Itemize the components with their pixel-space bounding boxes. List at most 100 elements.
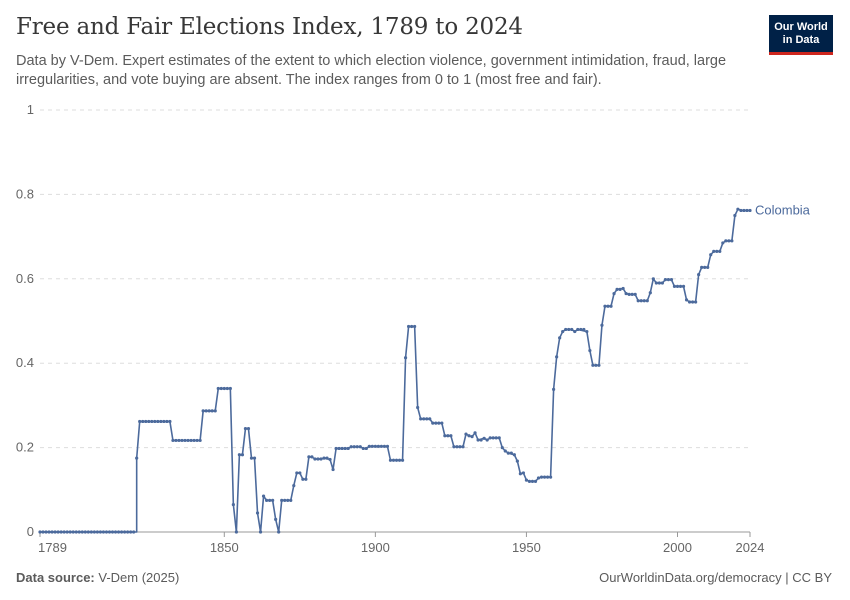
- data-point: [706, 265, 710, 270]
- data-point: [588, 348, 592, 353]
- data-point: [252, 456, 257, 460]
- data-point: [382, 444, 387, 448]
- data-point: [237, 453, 241, 457]
- data-point: [150, 419, 154, 424]
- data-point: [573, 329, 577, 334]
- data-point: [485, 438, 489, 442]
- data-point: [425, 417, 429, 421]
- data-point: [177, 438, 181, 443]
- data-point: [400, 458, 405, 462]
- data-point: [352, 445, 356, 449]
- data-point: [304, 477, 308, 481]
- data-point: [391, 458, 396, 462]
- data-point: [80, 530, 84, 534]
- data-point: [558, 336, 562, 340]
- y-tick-label: 0: [27, 524, 34, 539]
- data-point: [110, 530, 115, 534]
- x-tick-label: 2024: [736, 540, 765, 555]
- data-point: [452, 445, 456, 449]
- series-label-colombia: Colombia: [755, 202, 811, 217]
- series-line-colombia: [40, 208, 750, 533]
- data-point: [68, 530, 72, 534]
- data-point: [675, 284, 680, 288]
- source-label: Data source:: [16, 570, 95, 585]
- data-point: [576, 327, 580, 332]
- tick-layer: 0 0.2 0.4 0.6 0.8 1 1789 1850 1900 1950 2000 2024: [16, 102, 765, 555]
- data-point: [165, 419, 169, 424]
- data-point: [527, 479, 532, 483]
- data-point: [53, 530, 57, 534]
- logo-line-2: in Data: [782, 33, 820, 46]
- data-point: [627, 292, 631, 297]
- data-point: [446, 434, 450, 438]
- data-point: [509, 451, 513, 455]
- y-tick-label: 0.6: [16, 271, 34, 286]
- data-point: [669, 278, 674, 282]
- data-point: [50, 530, 54, 534]
- data-point: [265, 498, 269, 502]
- data-point: [210, 409, 214, 413]
- data-point: [234, 530, 238, 534]
- data-point: [322, 456, 326, 460]
- data-point: [135, 456, 139, 460]
- data-point: [129, 530, 133, 534]
- data-point: [138, 419, 142, 424]
- credit-link[interactable]: OurWorldinData.org/democracy | CC BY: [599, 570, 832, 585]
- data-point: [597, 363, 601, 367]
- data-point: [228, 386, 232, 391]
- chart-subtitle: Data by V-Dem. Expert estimates of the e…: [16, 53, 727, 88]
- data-point: [101, 530, 106, 534]
- data-point: [530, 479, 535, 483]
- data-point: [603, 304, 607, 308]
- data-point: [74, 530, 78, 534]
- data-point: [709, 253, 713, 257]
- data-point: [545, 475, 550, 479]
- data-point: [712, 249, 716, 253]
- data-point: [219, 386, 223, 391]
- data-point: [618, 287, 622, 291]
- owid-logo[interactable]: Our World in Data: [769, 15, 833, 55]
- data-point: [198, 438, 202, 443]
- data-point: [536, 476, 541, 480]
- data-point: [231, 502, 235, 507]
- data-point: [715, 249, 719, 253]
- data-point: [41, 530, 45, 534]
- data-point: [280, 498, 284, 502]
- data-point: [310, 455, 314, 459]
- data-point: [144, 419, 148, 424]
- data-point: [358, 445, 362, 449]
- data-point: [663, 278, 668, 282]
- data-point: [736, 207, 740, 211]
- data-point: [186, 438, 190, 443]
- data-point: [561, 329, 565, 334]
- data-point: [268, 498, 272, 502]
- data-point: [183, 438, 187, 443]
- data-point: [648, 291, 652, 295]
- data-point: [434, 421, 438, 425]
- data-point: [346, 446, 350, 451]
- data-point: [666, 278, 671, 282]
- data-point: [156, 419, 160, 424]
- data-point: [678, 284, 683, 288]
- data-point: [89, 530, 93, 534]
- data-point: [174, 438, 178, 443]
- data-point: [621, 286, 625, 291]
- data-point: [349, 445, 353, 449]
- data-point: [672, 284, 677, 288]
- data-point: [361, 446, 365, 451]
- data-point: [240, 453, 245, 457]
- data-point: [449, 434, 453, 438]
- data-point: [222, 386, 226, 391]
- data-point: [243, 427, 248, 431]
- source-value[interactable]: V-Dem (2025): [98, 570, 180, 585]
- data-point: [654, 281, 658, 285]
- data-point: [633, 292, 637, 297]
- data-point: [500, 446, 504, 450]
- y-tick-label: 0.4: [16, 355, 34, 370]
- data-point: [615, 287, 619, 291]
- data-point: [742, 208, 746, 213]
- y-tick-label: 0.2: [16, 440, 34, 455]
- data-point: [325, 456, 329, 460]
- data-point: [730, 239, 734, 243]
- data-point: [274, 517, 278, 521]
